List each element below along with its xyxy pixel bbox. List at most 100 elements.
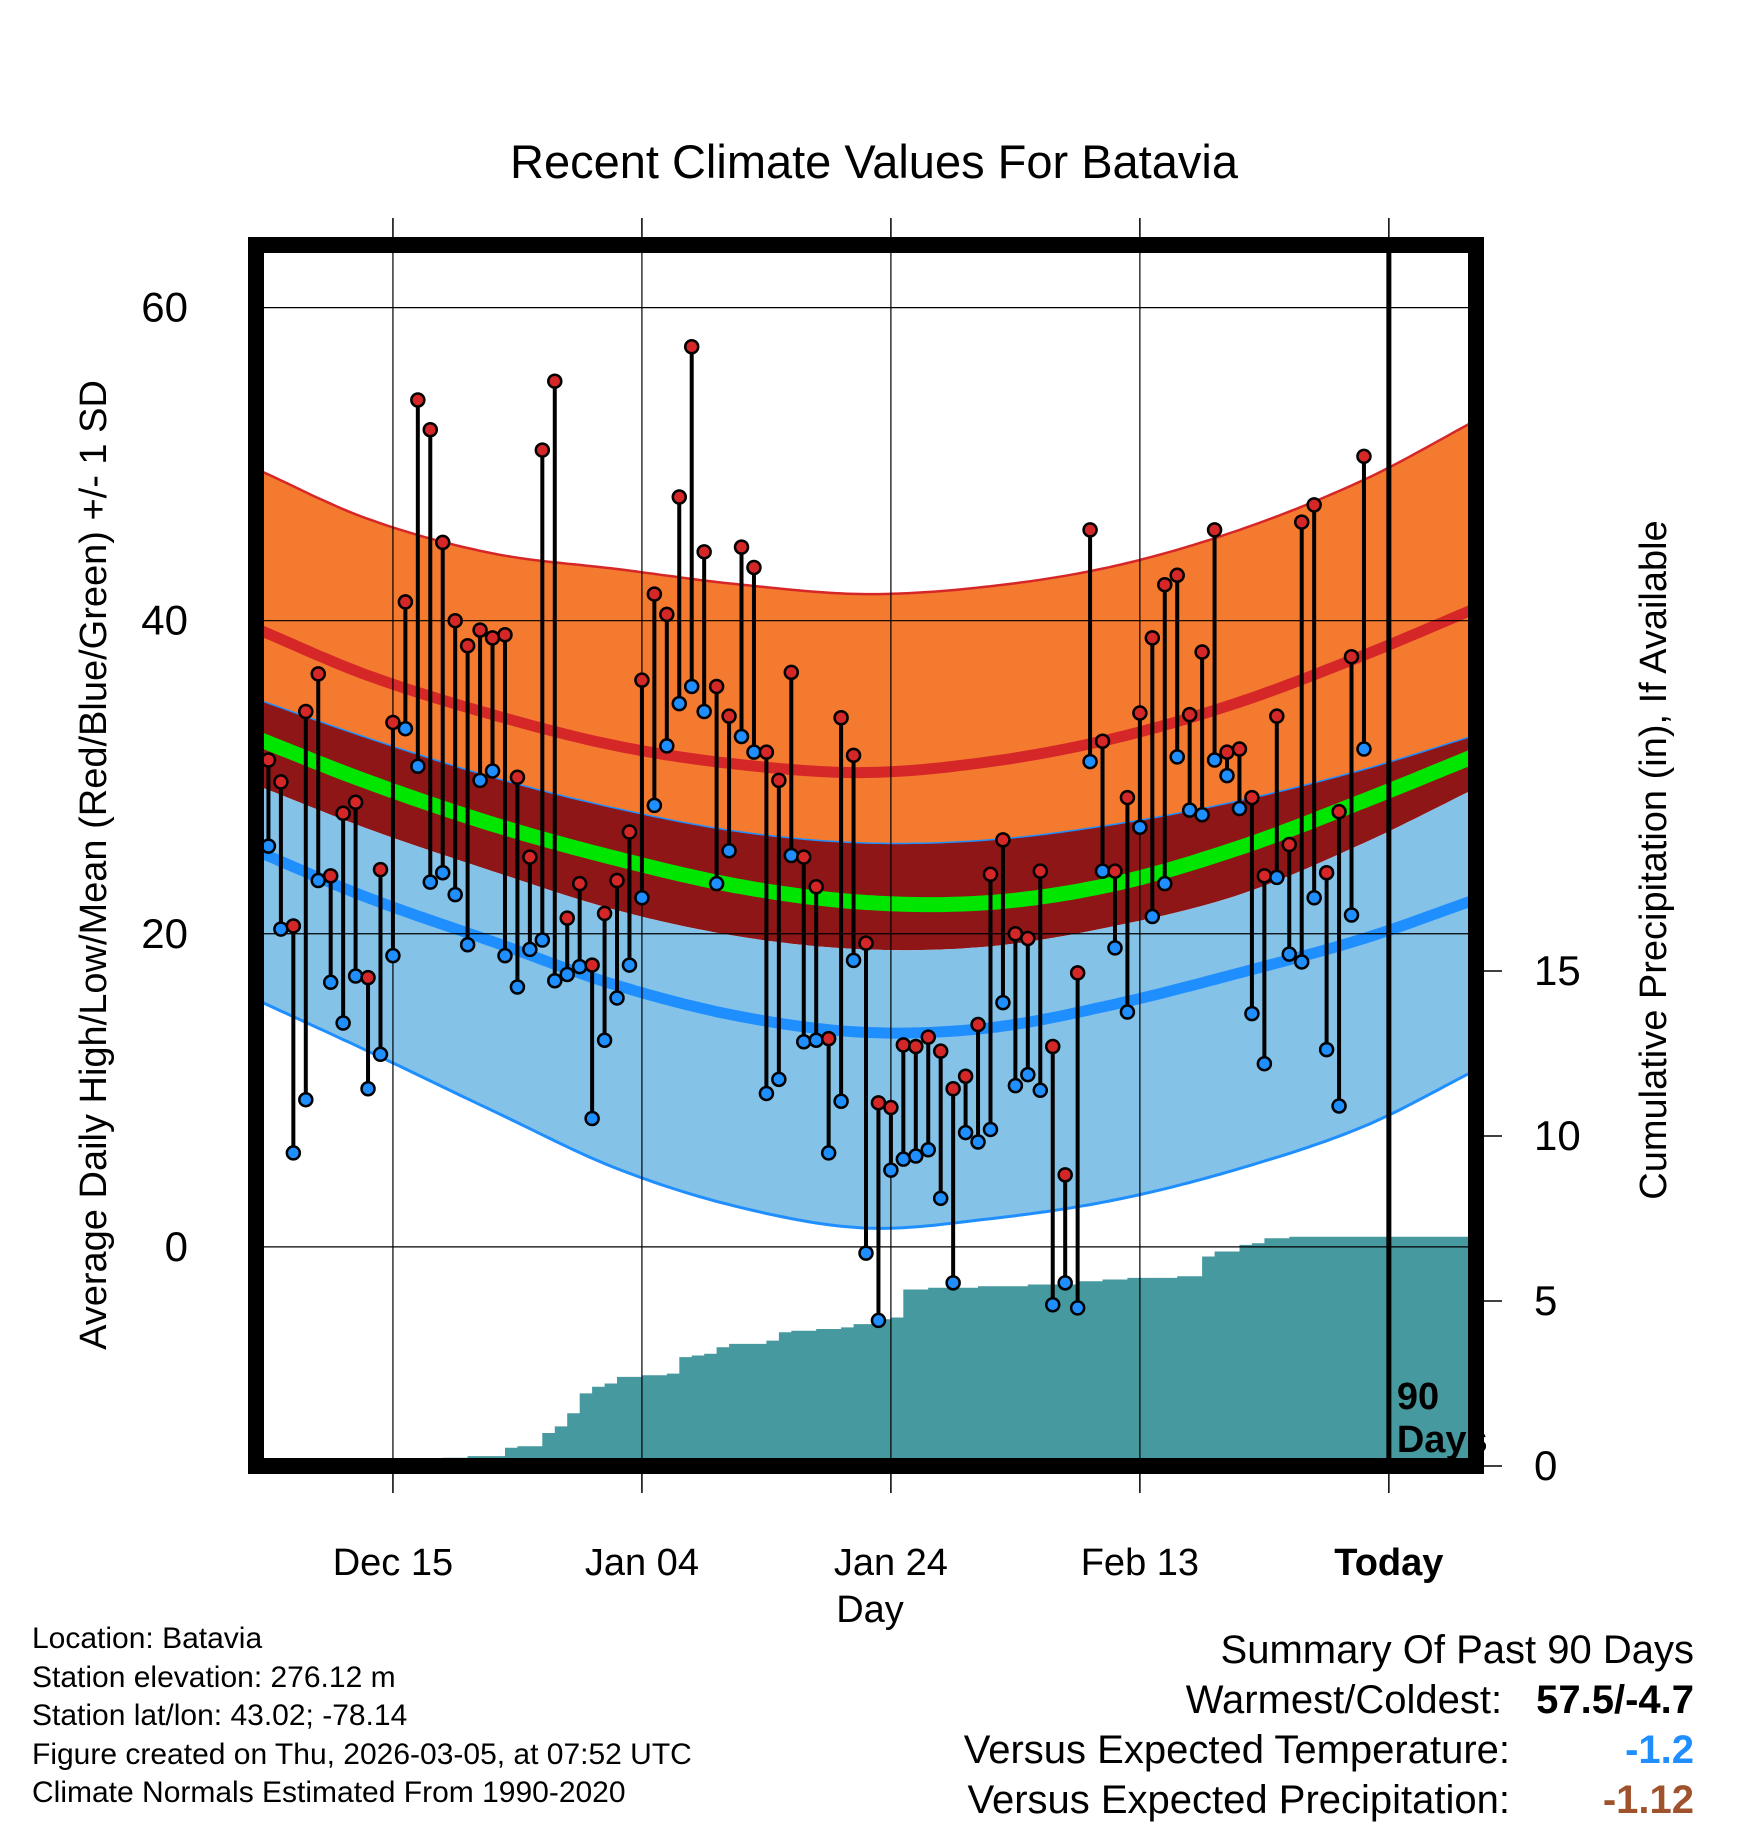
daily-low-point bbox=[1082, 753, 1098, 770]
daily-low-point bbox=[1306, 890, 1322, 906]
daily-low-point bbox=[397, 720, 414, 737]
daily-high-point bbox=[833, 709, 849, 726]
daily-low-point bbox=[721, 843, 737, 859]
daily-high-point bbox=[796, 849, 812, 865]
daily-low-point bbox=[609, 990, 625, 1006]
daily-low-point bbox=[1256, 1055, 1273, 1072]
daily-low-point bbox=[509, 979, 526, 995]
daily-low-point bbox=[1032, 1082, 1049, 1099]
daily-high-point bbox=[858, 935, 874, 951]
daily-high-point bbox=[1318, 864, 1335, 881]
x-axis-label: Day bbox=[836, 1589, 904, 1631]
daily-high-point bbox=[1082, 522, 1098, 538]
daily-low-point bbox=[472, 772, 488, 789]
daily-high-point bbox=[982, 866, 999, 883]
daily-low-point bbox=[932, 1190, 949, 1207]
daily-low-point bbox=[497, 947, 513, 964]
high-sd-band bbox=[256, 420, 1476, 773]
temp-anomaly-value: -1.2 bbox=[1625, 1728, 1694, 1772]
daily-high-point bbox=[1057, 1167, 1073, 1183]
daily-high-point bbox=[1356, 448, 1372, 465]
daily-low-point bbox=[522, 941, 538, 958]
daily-low-point bbox=[1231, 800, 1248, 817]
daily-high-point bbox=[1032, 863, 1049, 879]
daily-low-point bbox=[322, 974, 339, 991]
daily-high-point bbox=[571, 875, 588, 892]
daily-low-point bbox=[1318, 1041, 1335, 1058]
daily-low-point bbox=[372, 1046, 389, 1063]
daily-low-point bbox=[1206, 752, 1223, 768]
summary-precipitation: Versus Expected Precipitation: -1.12 bbox=[964, 1775, 1694, 1825]
daily-low-point bbox=[1219, 767, 1235, 784]
daily-low-point bbox=[422, 874, 439, 890]
daily-high-point bbox=[447, 612, 463, 629]
daily-high-point bbox=[1306, 497, 1322, 513]
daily-high-point bbox=[322, 868, 339, 884]
daily-high-point bbox=[534, 442, 551, 458]
daily-low-point bbox=[1057, 1275, 1073, 1291]
high-lower-band bbox=[256, 608, 1476, 844]
daily-high-point bbox=[484, 630, 501, 646]
daily-high-point bbox=[1007, 926, 1024, 942]
daily-high-point bbox=[1144, 630, 1161, 646]
warmest-coldest-label: Warmest/Coldest: bbox=[1185, 1678, 1503, 1722]
daily-low-point bbox=[410, 758, 426, 775]
daily-high-point bbox=[671, 489, 688, 505]
daily-high-point bbox=[1281, 836, 1298, 853]
warmest-coldest-value: 57.5/-4.7 bbox=[1536, 1678, 1694, 1722]
left-tick-label: 20 bbox=[141, 910, 188, 957]
plot-frame bbox=[248, 237, 1484, 1474]
daily-low-point bbox=[1194, 807, 1210, 823]
daily-low-point bbox=[833, 1093, 849, 1110]
daily-low-point bbox=[1169, 749, 1185, 765]
latlon-text: Station lat/lon: 43.02; -78.14 bbox=[32, 1699, 408, 1732]
daily-low-point bbox=[596, 1032, 613, 1048]
daily-high-point bbox=[1020, 930, 1036, 947]
temp-anomaly-label: Versus Expected Temperature: bbox=[963, 1728, 1510, 1772]
daily-low-point bbox=[559, 966, 575, 983]
daily-high-point bbox=[908, 1038, 924, 1055]
x-tick-label: Jan 24 bbox=[834, 1542, 948, 1584]
daily-low-point bbox=[771, 1071, 787, 1088]
daily-high-point bbox=[584, 957, 600, 973]
daily-low-point bbox=[273, 921, 289, 937]
daily-high-point bbox=[273, 774, 289, 790]
daily-high-point bbox=[509, 769, 526, 785]
axes: 0 20 40 60 0 5 10 15 Dec 15 Jan 04 Jan 24 Feb 13 Tod… bbox=[141, 218, 1581, 1584]
daily-high-point bbox=[360, 969, 376, 986]
y-axis-label-left: Average Daily High/Low/Mean (Red/Blue/Gr… bbox=[73, 380, 115, 1350]
daily-low-point bbox=[547, 972, 563, 989]
daily-low-point bbox=[883, 1162, 899, 1178]
summary-warmest-coldest: Warmest/Coldest: 57.5/-4.7 bbox=[964, 1675, 1694, 1725]
daily-high-point bbox=[995, 832, 1011, 848]
elevation-text: Station elevation: 276.12 m bbox=[32, 1660, 396, 1694]
location-text: Location: Batavia bbox=[32, 1622, 263, 1655]
daily-high-point bbox=[1181, 706, 1198, 723]
daily-high-point bbox=[1269, 708, 1285, 724]
x-tick-label: Feb 13 bbox=[1081, 1542, 1199, 1584]
daily-high-point bbox=[708, 678, 725, 695]
daily-low-point bbox=[1293, 954, 1310, 970]
daily-high-point bbox=[783, 664, 800, 681]
daily-high-point bbox=[771, 772, 787, 789]
daily-high-point bbox=[609, 872, 625, 889]
daily-high-point bbox=[1094, 733, 1111, 749]
daily-high-point bbox=[1069, 965, 1086, 981]
daily-high-point bbox=[895, 1037, 912, 1053]
daily-high-point bbox=[696, 544, 712, 560]
daily-high-point bbox=[347, 794, 364, 811]
daily-high-point bbox=[1169, 567, 1185, 584]
daily-high-point bbox=[808, 879, 824, 895]
daily-high-point bbox=[733, 539, 750, 555]
daily-high-point bbox=[634, 672, 650, 688]
daily-low-point bbox=[484, 763, 501, 779]
daily-low-point bbox=[534, 932, 551, 948]
daily-low-point bbox=[982, 1121, 999, 1138]
daily-low-point bbox=[758, 1085, 775, 1102]
daily-low-point bbox=[621, 957, 638, 973]
daily-high-point bbox=[372, 861, 389, 878]
precip-area bbox=[417, 1236, 1476, 1466]
daily-high-point bbox=[434, 534, 451, 551]
daily-high-point bbox=[1331, 803, 1347, 820]
daily-low-point bbox=[1119, 1004, 1136, 1020]
